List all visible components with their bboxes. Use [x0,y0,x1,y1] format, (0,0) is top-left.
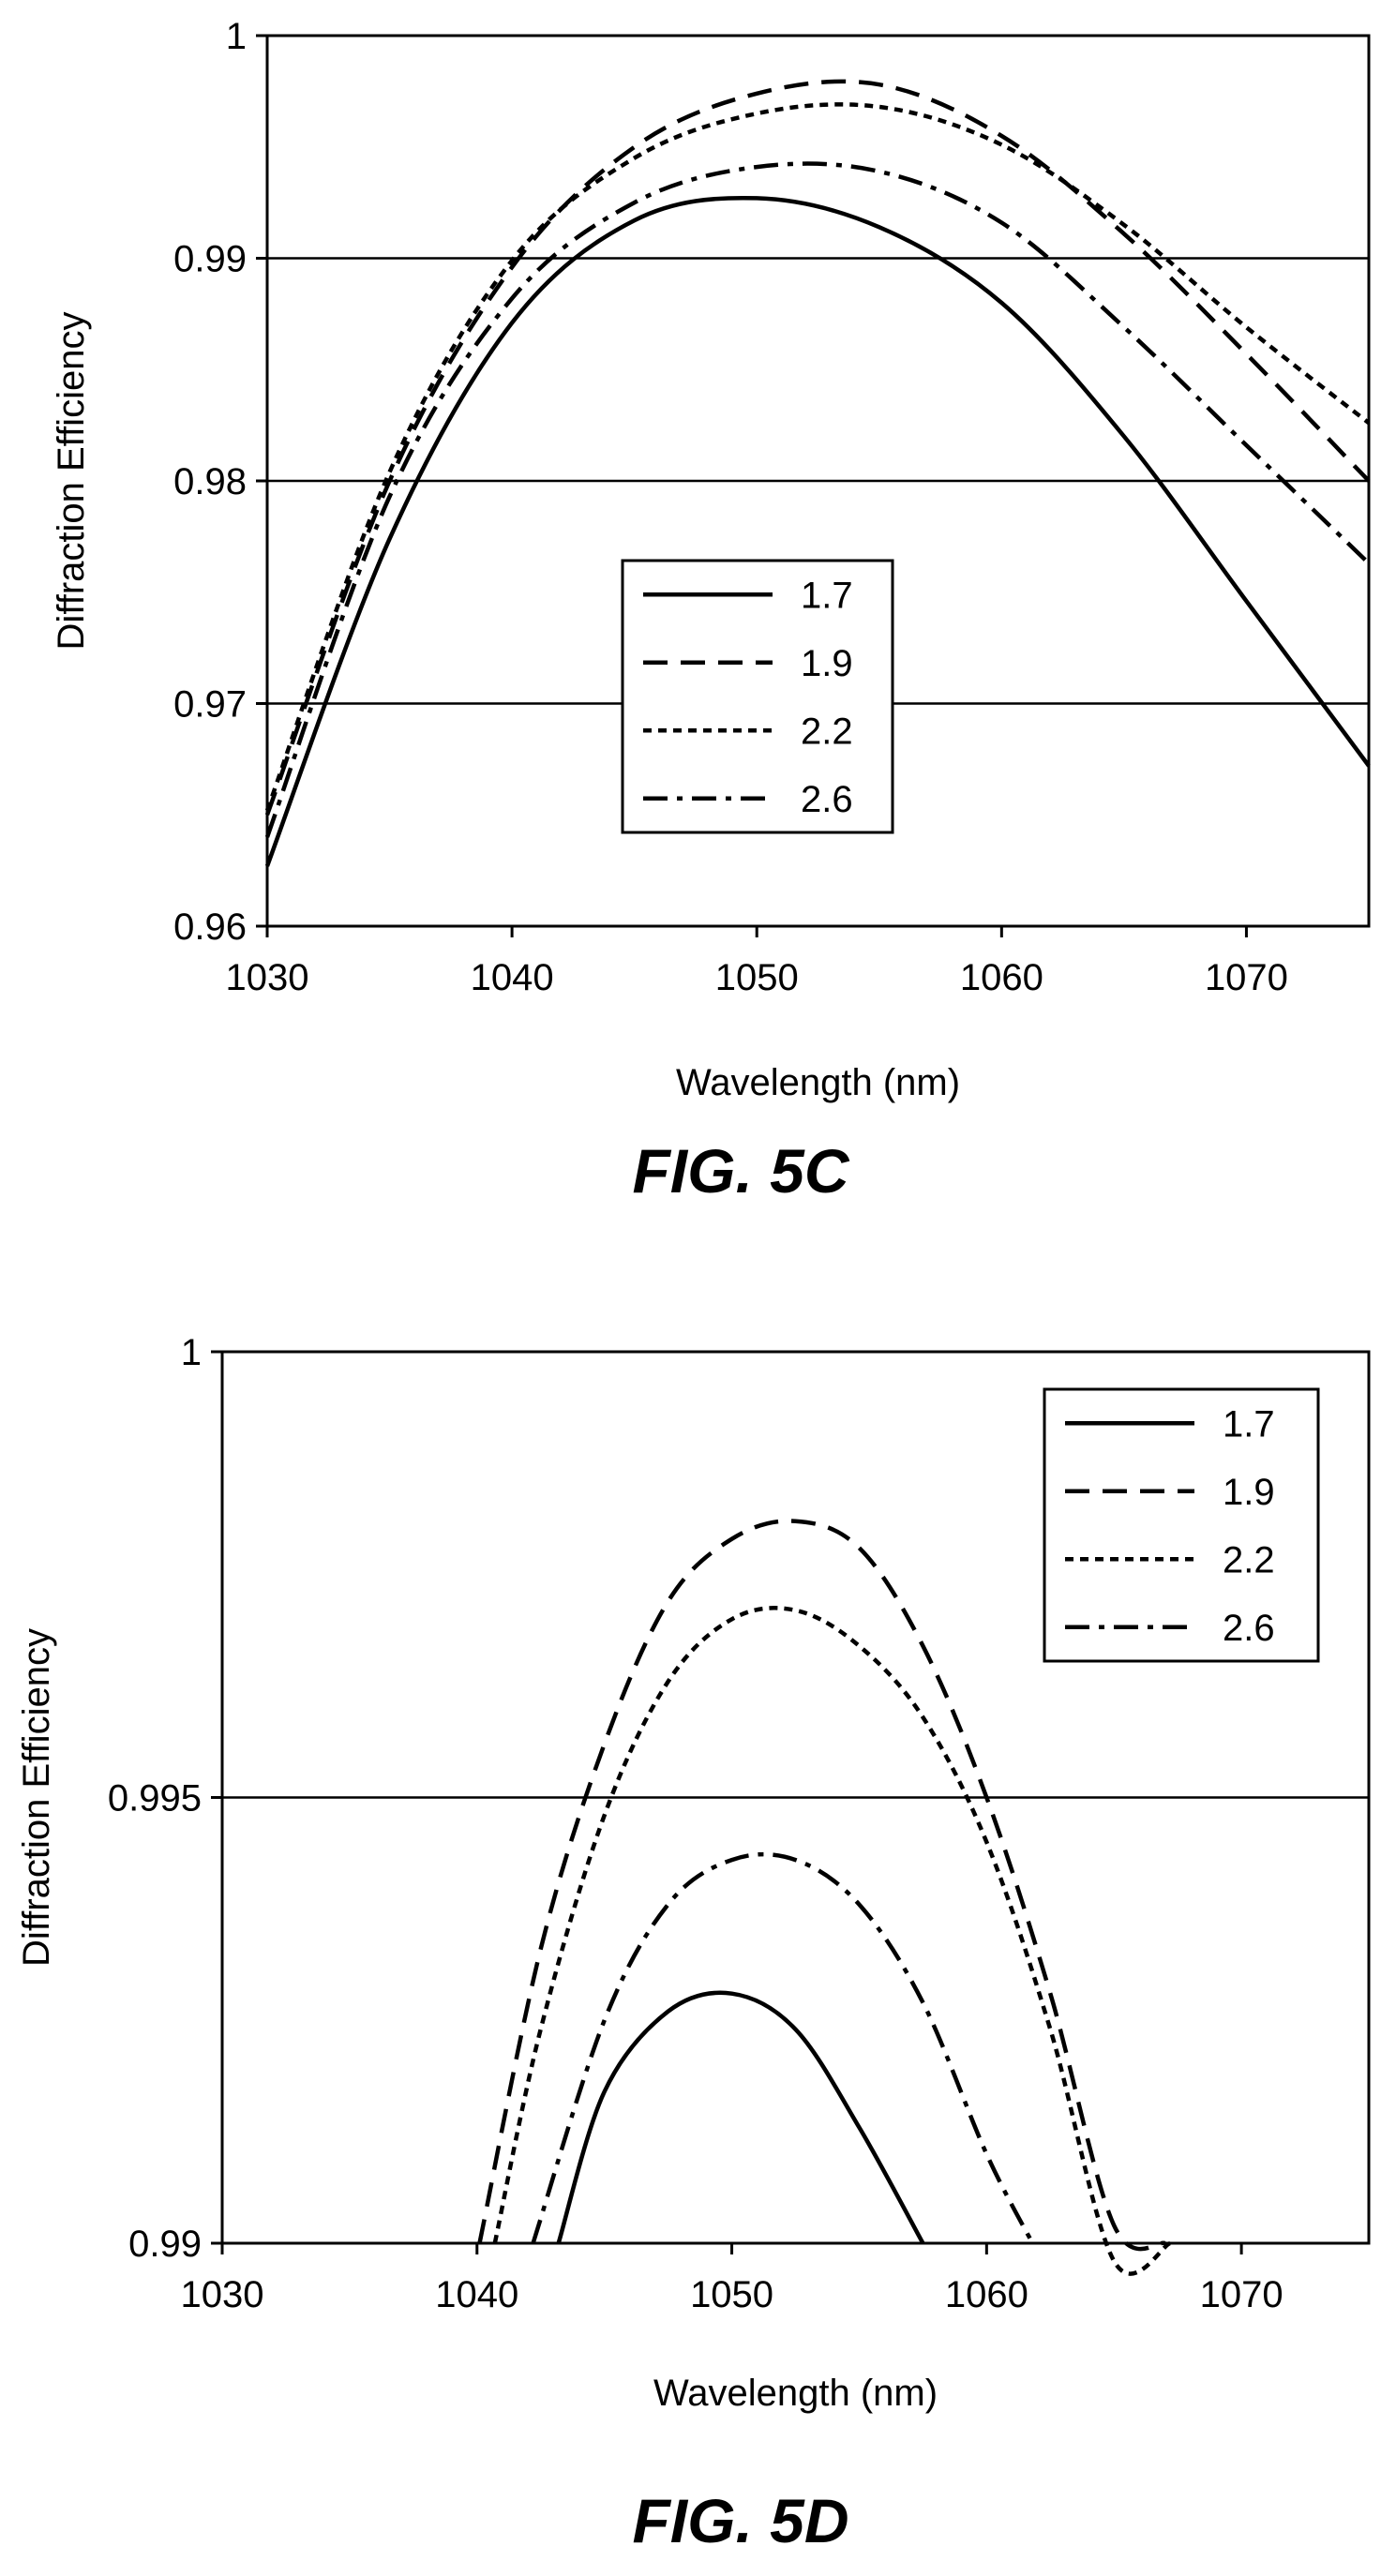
x-tick-label: 1050 [690,2274,773,2315]
chart-c-series-lines [264,79,1371,867]
series-line-1-9 [264,79,1371,816]
chart-c-legend: 1.7 1.9 2.2 2.6 [621,559,894,834]
series-line-1-7 [264,195,1371,867]
legend-label: 2.6 [1223,1608,1275,1649]
series-line-2-2 [264,102,1371,812]
chart-d-y-axis-label: Diffraction Efficiency [16,1628,57,1967]
legend-label: 1.7 [801,575,853,616]
series-line-2-6 [531,1851,1035,2245]
x-tick-label: 1040 [471,957,554,998]
y-tick-label: 0.98 [173,461,247,502]
chart-c-y-axis-label: Diffraction Efficiency [51,312,92,651]
chart-d-x-axis-label: Wavelength (nm) [653,2373,938,2414]
x-tick-label: 1070 [1200,2274,1283,2315]
chart-d-legend: 1.7 1.9 2.2 2.6 [1043,1387,1320,1663]
x-tick-label: 1060 [960,957,1043,998]
chart-d-series-lines [477,1519,1172,2276]
legend-label: 2.2 [801,711,853,752]
chart-d-figure-caption: FIG. 5D [632,2486,848,2555]
y-tick-label: 0.995 [108,1778,202,1820]
y-tick-label: 0.99 [128,2224,202,2265]
x-tick-label: 1030 [181,2274,264,2315]
x-tick-label: 1040 [435,2274,518,2315]
y-tick-label: 1 [226,16,247,57]
chart-c-axis-ticks [256,34,1248,937]
figure-5c: 0.96 0.97 0.98 0.99 1 1030 1040 1050 1060 1070 Di… [51,16,1371,1206]
chart-c-x-axis-label: Wavelength (nm) [676,1062,960,1103]
chart-c-figure-caption: FIG. 5C [632,1136,849,1206]
series-line-2-6 [264,161,1371,838]
x-tick-label: 1060 [945,2274,1028,2315]
x-tick-label: 1050 [715,957,799,998]
series-line-1-9 [477,1519,1166,2252]
legend-label: 2.6 [801,779,853,820]
legend-box [621,559,894,834]
chart-d-axis-ticks [211,1350,1243,2254]
y-tick-label: 0.96 [173,906,247,948]
legend-label: 1.9 [1223,1472,1275,1513]
x-tick-label: 1070 [1205,957,1288,998]
y-tick-label: 1 [181,1332,202,1373]
series-line-2-2 [492,1606,1172,2276]
legend-label: 2.2 [1223,1539,1275,1580]
legend-box [1043,1387,1320,1663]
legend-label: 1.9 [801,643,853,684]
y-tick-label: 0.99 [173,239,247,280]
legend-label: 1.7 [1223,1403,1275,1445]
chart-d-tick-labels: 0.99 0.995 1 1030 1040 1050 1060 1070 [108,1332,1283,2315]
x-tick-label: 1030 [226,957,309,998]
chart-c-tick-labels: 0.96 0.97 0.98 0.99 1 1030 1040 1050 1060 1070 [173,16,1288,998]
y-tick-label: 0.97 [173,684,247,726]
series-line-1-7 [556,1990,925,2245]
